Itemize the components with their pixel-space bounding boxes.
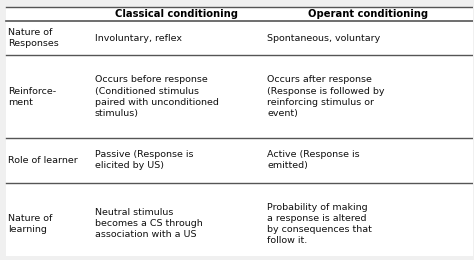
Text: Nature of
Responses: Nature of Responses [9,28,59,48]
Text: Nature of
learning: Nature of learning [9,214,53,234]
Text: Probability of making
a response is altered
by consequences that
follow it.: Probability of making a response is alte… [267,203,372,245]
Text: Spontaneous, voluntary: Spontaneous, voluntary [267,34,381,43]
Text: Role of learner: Role of learner [9,156,78,165]
Text: Reinforce-
ment: Reinforce- ment [9,87,56,107]
Text: Classical conditioning: Classical conditioning [115,9,238,19]
Text: Occurs before response
(Conditioned stimulus
paired with unconditioned
stimulus): Occurs before response (Conditioned stim… [95,75,219,118]
Text: Active (Response is
emitted): Active (Response is emitted) [267,150,360,170]
Text: Neutral stimulus
becomes a CS through
association with a US: Neutral stimulus becomes a CS through as… [95,208,202,239]
Text: Passive (Response is
elicited by US): Passive (Response is elicited by US) [95,150,193,170]
FancyBboxPatch shape [6,6,473,256]
Text: Involuntary, reflex: Involuntary, reflex [95,34,182,43]
Text: Operant conditioning: Operant conditioning [308,9,428,19]
Text: Occurs after response
(Response is followed by
reinforcing stimulus or
event): Occurs after response (Response is follo… [267,75,385,118]
